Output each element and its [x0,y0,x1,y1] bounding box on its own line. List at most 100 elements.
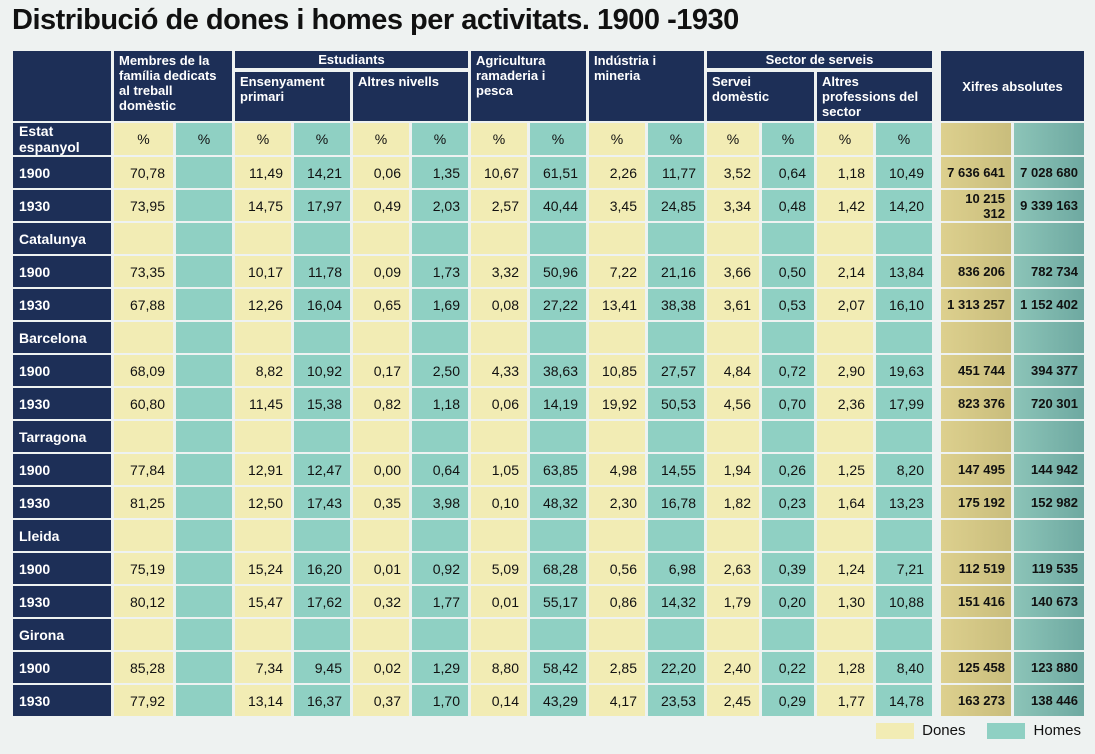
page-title: Distribució de dones i homes per activit… [12,4,739,36]
value-cell: 8,82 [235,355,291,386]
table-row: 1900 68,09 8,82 10,92 0,17 2,50 4,33 38,63 10,85… [13,355,1084,386]
header-xifres: Xifres absolutes [941,51,1084,121]
value-cell: 40,44 [530,190,586,221]
value-cell: 2,36 [817,388,873,419]
empty-cell [114,619,173,650]
value-cell: 38,38 [648,289,704,320]
value-cell: 0,86 [589,586,645,617]
empty-cell [294,520,350,551]
abs-dones-cell: 175 192 [941,487,1011,518]
header-altres-professions-text: Altres professions del sector [822,74,919,119]
percent-header-cell: % [353,123,409,155]
membres-homes-cell [176,256,232,287]
value-cell: 1,73 [412,256,468,287]
value-cell: 4,17 [589,685,645,716]
empty-cell [114,223,173,254]
value-cell: 0,35 [353,487,409,518]
header-membres-text: Membres de la família dedicats al trebal… [119,53,217,113]
value-cell: 0,26 [762,454,814,485]
value-cell: 12,47 [294,454,350,485]
region-row: Tarragona [13,421,1084,452]
value-cell: 0,09 [353,256,409,287]
value-cell: 0,29 [762,685,814,716]
table-row: 1900 75,19 15,24 16,20 0,01 0,92 5,09 68,28 0,56… [13,553,1084,584]
table-row: 1930 77,92 13,14 16,37 0,37 1,70 0,14 43,29 4,17… [13,685,1084,716]
value-cell: 1,94 [707,454,759,485]
value-cell: 10,85 [589,355,645,386]
region-label: Tarragona [13,421,111,452]
value-cell: 1,28 [817,652,873,683]
value-cell: 2,26 [589,157,645,188]
membres-dones-cell: 75,19 [114,553,173,584]
value-cell: 4,33 [471,355,527,386]
value-cell: 17,43 [294,487,350,518]
year-label: 1900 [13,355,111,386]
abs-homes-cell: 119 535 [1014,553,1084,584]
empty-cell [353,619,409,650]
table-row: 1900 77,84 12,91 12,47 0,00 0,64 1,05 63,85 4,98… [13,454,1084,485]
abs-homes-cell: 9 339 163 [1014,190,1084,221]
membres-homes-cell [176,454,232,485]
value-cell: 1,35 [412,157,468,188]
membres-dones-cell: 70,78 [114,157,173,188]
header-altres-professions: Altres professions del sector [817,72,932,121]
empty-cell [707,520,759,551]
empty-cell [353,223,409,254]
year-label: 1900 [13,157,111,188]
value-cell: 0,14 [471,685,527,716]
membres-homes-cell [176,586,232,617]
gap-cell [935,190,938,221]
header-altres-nivells-text: Altres nivells [358,74,439,89]
empty-cell [648,421,704,452]
value-cell: 1,05 [471,454,527,485]
empty-cell [530,223,586,254]
table-row: 1930 67,88 12,26 16,04 0,65 1,69 0,08 27,22 13,4… [13,289,1084,320]
empty-cell [762,619,814,650]
abs-empty-cell [941,619,1011,650]
empty-cell [707,223,759,254]
gap-cell [935,487,938,518]
region-label: Girona [13,619,111,650]
empty-cell [471,421,527,452]
empty-cell [471,322,527,353]
value-cell: 1,77 [412,586,468,617]
value-cell: 0,02 [353,652,409,683]
header-row-top: Membres de la família dedicats al trebal… [13,51,1084,121]
empty-cell [589,421,645,452]
gap-cell [935,553,938,584]
empty-cell [648,520,704,551]
value-cell: 1,18 [412,388,468,419]
region-row: Estat espanyol%%%%%%%%%%%%%% [13,123,1084,155]
abs-homes-cell: 1 152 402 [1014,289,1084,320]
value-cell: 17,99 [876,388,932,419]
table-row: 1930 80,12 15,47 17,62 0,32 1,77 0,01 55,17 0,86… [13,586,1084,617]
corner-header-cell [13,51,111,121]
empty-cell [648,223,704,254]
legend-homes: Homes [987,722,1081,739]
value-cell: 1,64 [817,487,873,518]
value-cell: 0,64 [412,454,468,485]
value-cell: 5,09 [471,553,527,584]
percent-header-cell: % [762,123,814,155]
abs-dones-cell: 7 636 641 [941,157,1011,188]
empty-cell [707,619,759,650]
value-cell: 16,04 [294,289,350,320]
percent-header-cell: % [707,123,759,155]
empty-cell [412,619,468,650]
empty-cell [762,520,814,551]
value-cell: 7,22 [589,256,645,287]
value-cell: 2,14 [817,256,873,287]
value-cell: 14,32 [648,586,704,617]
abs-empty-cell [941,421,1011,452]
legend-dones-label: Dones [922,722,966,739]
percent-header-cell: % [235,123,291,155]
value-cell: 43,29 [530,685,586,716]
value-cell: 2,50 [412,355,468,386]
header-ensenyament-text: Ensenyament primari [240,74,325,104]
empty-cell [471,223,527,254]
abs-homes-cell: 782 734 [1014,256,1084,287]
abs-homes-cell: 138 446 [1014,685,1084,716]
abs-empty-cell [1014,322,1084,353]
value-cell: 0,64 [762,157,814,188]
